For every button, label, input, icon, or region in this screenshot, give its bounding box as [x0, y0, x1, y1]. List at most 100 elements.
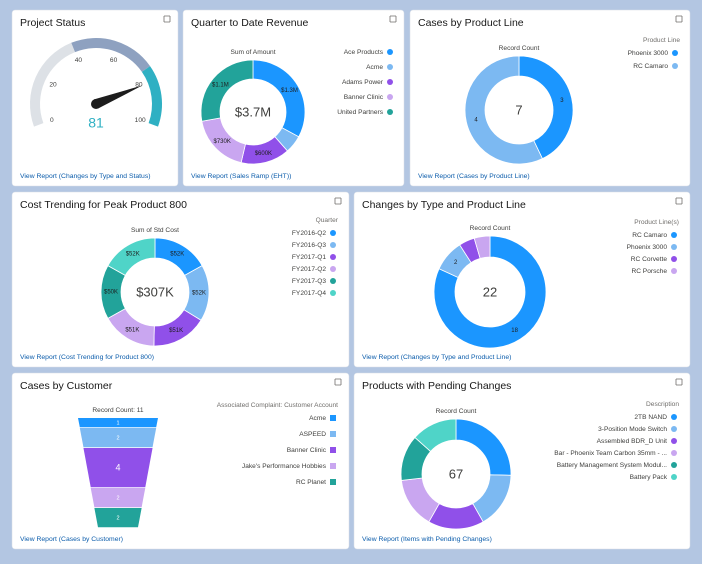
- legend-swatch: [672, 63, 678, 69]
- legend-label: RC Corvette: [631, 256, 668, 263]
- data-label: $730K: [214, 139, 231, 145]
- view-report-link[interactable]: View Report (Changes by Type and Product…: [362, 354, 511, 361]
- gauge-needle: [94, 85, 143, 109]
- view-report-link[interactable]: View Report (Cases by Product Line): [418, 173, 530, 180]
- legend-swatch: [330, 278, 336, 284]
- view-report-link[interactable]: View Report (Items with Pending Changes): [362, 536, 492, 543]
- legend-swatch: [330, 415, 336, 421]
- legend-swatch: [671, 256, 677, 262]
- panel: [11, 372, 350, 550]
- data-label: $52K: [126, 252, 140, 258]
- legend-swatch: [387, 49, 393, 55]
- legend-label: ASPEED: [299, 431, 326, 438]
- view-report-link[interactable]: View Report (Changes by Type and Status): [20, 173, 150, 180]
- panel-title: Cost Trending for Peak Product 800: [20, 199, 187, 211]
- legend-swatch: [671, 268, 677, 274]
- legend-label: FY2016-Q3: [292, 242, 326, 249]
- legend-title: Product Line(s): [634, 219, 679, 226]
- legend-label: Bar - Phoenix Team Carbon 35mm - ...: [554, 450, 667, 457]
- legend-label: Ace Products: [344, 49, 384, 56]
- legend-swatch: [672, 50, 678, 56]
- data-label: $600K: [255, 151, 272, 157]
- expand-icon[interactable]: [675, 378, 683, 386]
- legend-label: Phoenix 3000: [627, 244, 668, 251]
- donut-slice: [200, 59, 254, 122]
- view-report-link[interactable]: View Report (Cost Trending for Product 8…: [20, 354, 154, 361]
- funnel-stage: [83, 448, 153, 488]
- legend-label: Banner Clinic: [287, 447, 327, 454]
- legend-swatch: [671, 462, 677, 468]
- legend-swatch: [671, 244, 677, 250]
- donut-slice: [433, 235, 547, 349]
- gauge-tick-label: 40: [75, 57, 83, 64]
- legend-label: 2TB NAND: [634, 414, 667, 421]
- expand-icon[interactable]: [334, 197, 342, 205]
- view-report-link[interactable]: View Report (Sales Ramp (EHT)): [191, 173, 291, 180]
- legend-swatch: [330, 431, 336, 437]
- data-label: $52K: [192, 290, 206, 296]
- donut-slice: [107, 237, 156, 276]
- gauge-tick-label: 100: [135, 117, 146, 124]
- legend-label: Battery Management System Modul...: [557, 462, 667, 469]
- donut-total: 22: [483, 284, 497, 299]
- gauge-tick-label: 0: [50, 117, 54, 124]
- legend-swatch: [330, 463, 336, 469]
- expand-icon[interactable]: [675, 197, 683, 205]
- data-label: 4: [474, 117, 478, 123]
- legend-swatch: [330, 447, 336, 453]
- funnel-stage: [94, 508, 142, 528]
- donut-slice: [473, 235, 491, 259]
- expand-icon[interactable]: [389, 15, 397, 23]
- legend-swatch: [671, 414, 677, 420]
- expand-icon[interactable]: [675, 15, 683, 23]
- legend-label: Adams Power: [342, 79, 384, 86]
- gauge-tick-label: 80: [135, 82, 143, 89]
- legend-label: FY2017-Q1: [292, 254, 326, 261]
- legend-swatch: [671, 450, 677, 456]
- legend-label: Assembled BDR_D Unit: [597, 438, 668, 445]
- legend-swatch: [671, 232, 677, 238]
- view-report-link[interactable]: View Report (Cases by Customer): [20, 536, 123, 543]
- legend-swatch: [387, 64, 393, 70]
- panel-title: Cases by Product Line: [418, 17, 524, 29]
- data-label: 18: [511, 328, 518, 334]
- legend-label: FY2017-Q3: [292, 278, 326, 285]
- expand-icon[interactable]: [163, 15, 171, 23]
- legend-swatch: [330, 230, 336, 236]
- legend-swatch: [330, 242, 336, 248]
- panel: [353, 191, 691, 368]
- donut-total: $3.7M: [235, 104, 271, 119]
- legend-title: Product Line: [643, 37, 680, 44]
- panel-title: Changes by Type and Product Line: [362, 199, 526, 211]
- donut-total: 7: [515, 102, 522, 117]
- data-label: 2: [116, 435, 119, 441]
- measure-label: Sum of Amount: [230, 49, 275, 56]
- funnel-stage: [90, 488, 146, 508]
- legend-label: Acme: [309, 415, 326, 422]
- expand-icon[interactable]: [334, 378, 342, 386]
- donut-slice: [464, 55, 543, 165]
- legend-swatch: [671, 438, 677, 444]
- data-label: 2: [454, 260, 458, 266]
- legend-label: RC Planet: [296, 479, 326, 486]
- funnel-stage: [79, 428, 157, 448]
- data-label: 3: [560, 98, 564, 104]
- legend-label: RC Camaro: [632, 232, 667, 239]
- donut-total: $307K: [136, 284, 174, 299]
- legend-swatch: [330, 266, 336, 272]
- donut-total: 67: [449, 466, 463, 481]
- legend-label: Jake's Performance Hobbies: [242, 463, 327, 470]
- data-label: 2: [116, 495, 119, 501]
- measure-label: Record Count: [499, 45, 540, 52]
- panel-title: Quarter to Date Revenue: [191, 17, 308, 29]
- data-label: 2: [116, 515, 119, 521]
- legend-swatch: [330, 479, 336, 485]
- legend-label: 3-Position Mode Switch: [598, 426, 667, 433]
- legend-swatch: [387, 94, 393, 100]
- gauge-band: [29, 42, 76, 127]
- legend-label: RC Porsche: [631, 268, 667, 275]
- legend-title: Description: [646, 401, 679, 408]
- legend-label: FY2017-Q4: [292, 290, 326, 297]
